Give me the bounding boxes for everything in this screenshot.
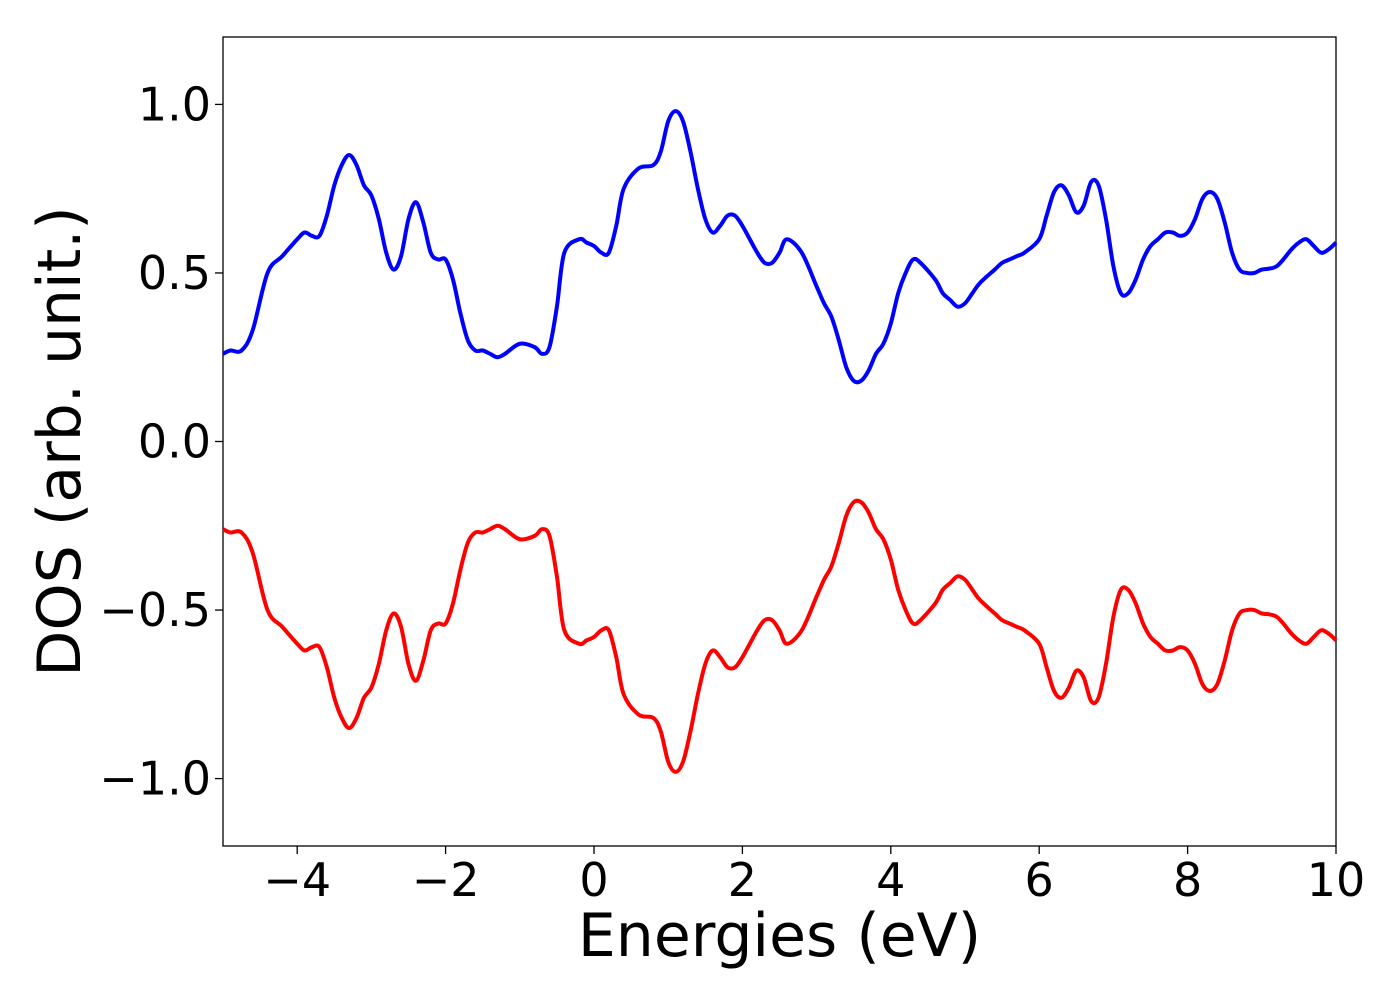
y-tick-label: 0.0 [138,415,211,469]
x-tick-label: 6 [1025,853,1054,907]
series-layer [222,109,1338,774]
y-axis: −1.0 −0.5 0.0 0.5 1.0 [99,77,223,806]
x-axis-title: Energies (eV) [578,901,981,971]
x-tick-label: −4 [263,853,331,907]
y-tick-label: −1.0 [99,752,211,806]
x-tick-label: 10 [1307,853,1366,907]
x-tick-label: 8 [1173,853,1202,907]
series-line-lower [222,498,1338,774]
y-tick-label: 1.0 [138,77,211,131]
y-axis-title: DOS (arb. unit.) [25,206,95,676]
x-tick-label: −2 [412,853,480,907]
series-line-upper [222,109,1338,385]
plot-area [222,36,1338,847]
plot-frame [222,36,1337,847]
x-tick-label: 4 [876,853,905,907]
x-tick-label: 2 [728,853,757,907]
x-axis: −4 −2 0 2 4 6 8 10 [263,846,1365,907]
x-tick-label: 0 [579,853,608,907]
y-tick-label: 0.5 [138,246,211,300]
y-tick-label: −0.5 [99,583,211,637]
